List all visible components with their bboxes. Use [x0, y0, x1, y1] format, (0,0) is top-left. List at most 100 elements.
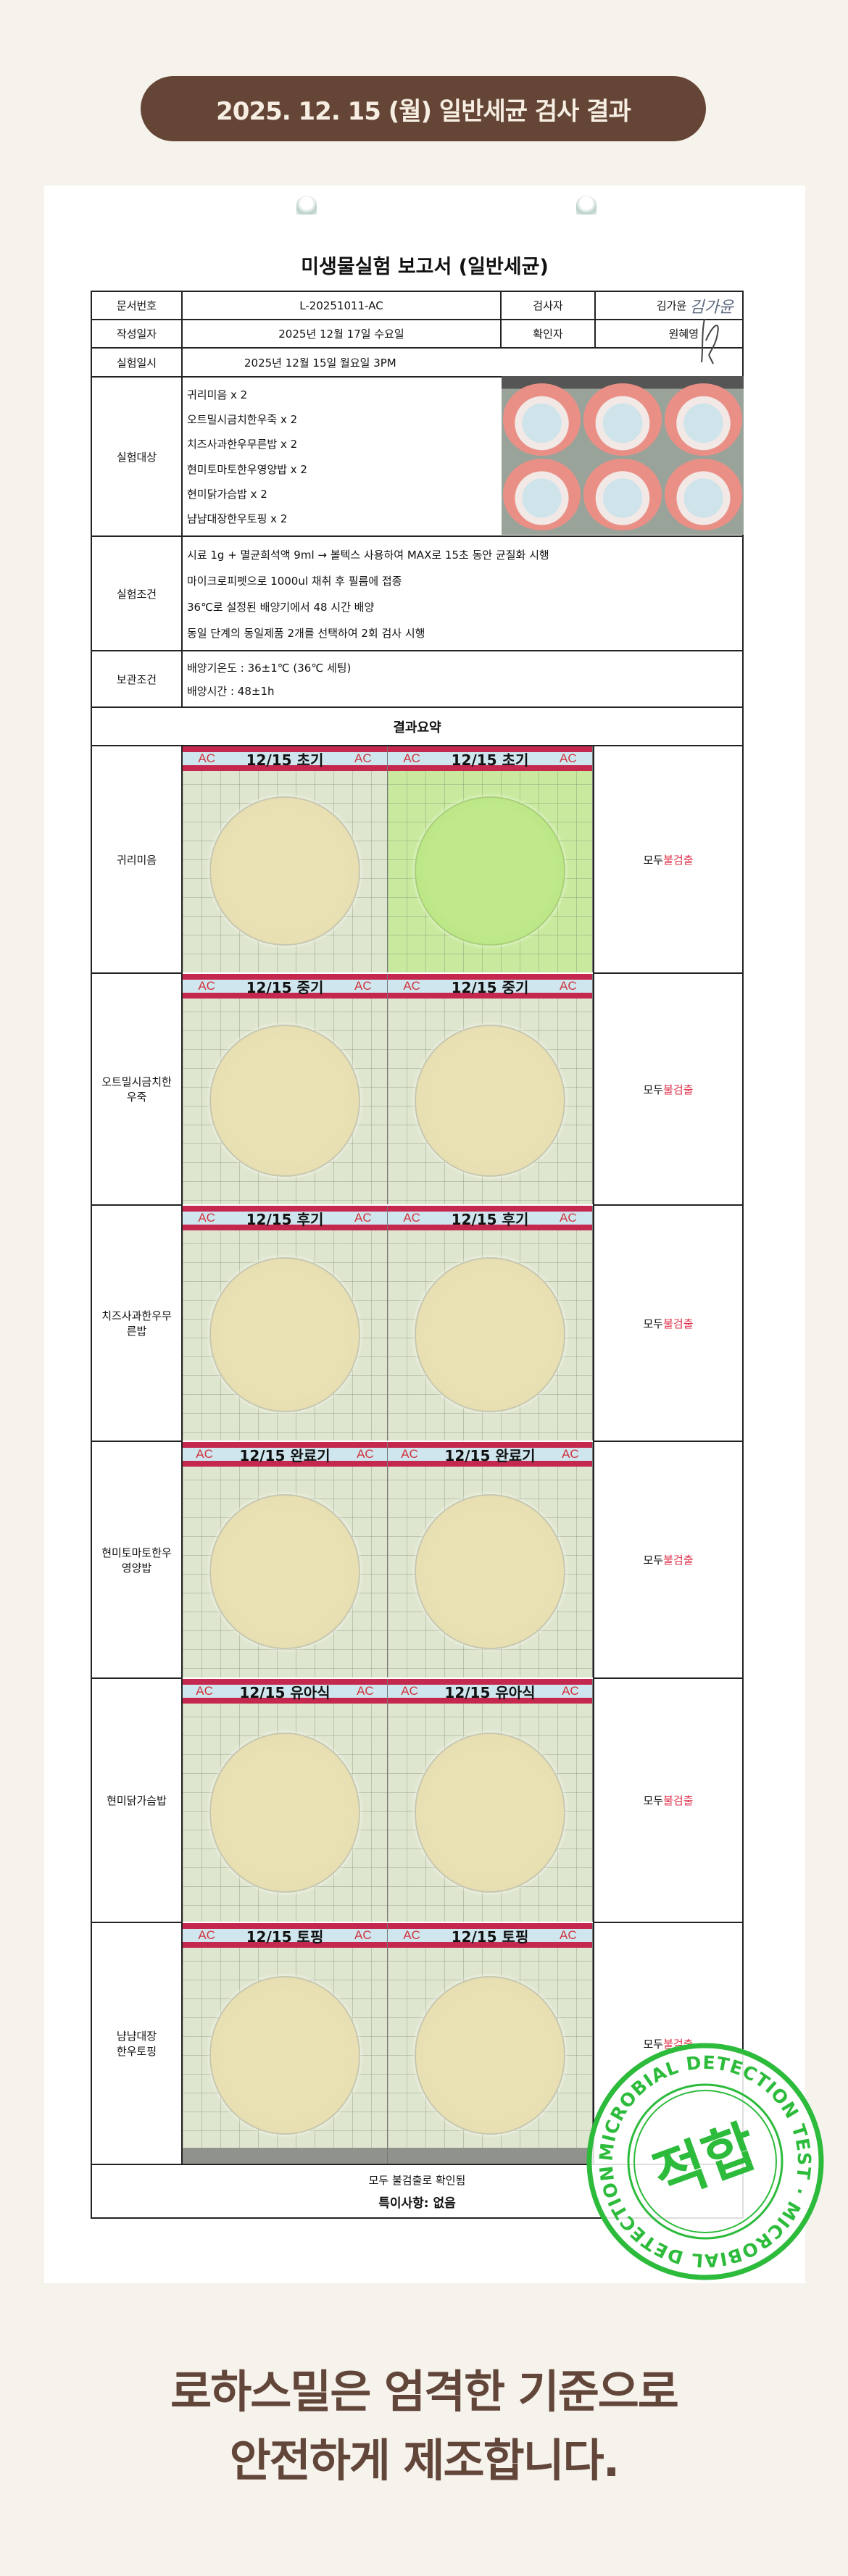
film-code: AC	[403, 1928, 420, 1942]
summary-title: 결과요약	[91, 706, 744, 746]
film-culture-area	[414, 1732, 566, 1893]
result-status: 불검출	[663, 1083, 694, 1096]
inspector-name: 김가윤	[656, 299, 687, 312]
film-handwritten-label: 12/15 토핑	[246, 1927, 324, 1946]
film-label-strip: AC 12/15 후기 AC	[388, 1206, 592, 1230]
written-date-value: 2025년 12월 17일 수요일	[181, 319, 502, 349]
film-base	[183, 2148, 387, 2164]
date-title-badge: 2025. 12. 15 (월) 일반세균 검사 결과	[141, 76, 706, 141]
result-status: 불검출	[663, 1554, 694, 1567]
film-label-strip: AC 12/15 유아식 AC	[183, 1679, 387, 1704]
punch-hole	[576, 196, 596, 214]
petri-film-photo: AC 12/15 유아식 AC	[388, 1679, 593, 1922]
confirmer-cell: 원혜영	[594, 319, 744, 349]
petri-film-photo: AC 12/15 유아식 AC	[183, 1679, 388, 1922]
film-code: AC	[196, 1447, 213, 1461]
subjects-label: 실험대상	[91, 376, 183, 537]
conclusion-text: 모두 불검출로 확인됨	[368, 2173, 466, 2187]
film-culture-area	[414, 1257, 566, 1413]
result-prefix: 모두	[643, 1794, 664, 1807]
film-code: AC	[401, 1447, 418, 1461]
result-prefix: 모두	[643, 2037, 664, 2051]
film-culture-area	[414, 1493, 566, 1649]
product-name: 냠냠대장 한우토핑	[91, 1922, 183, 2165]
petri-film-photo: AC 12/15 토핑 AC	[183, 1923, 388, 2164]
storage-label: 보관조건	[91, 650, 183, 708]
result-prefix: 모두	[643, 1317, 664, 1330]
petri-film-photo: AC 12/15 초기 AC	[183, 746, 388, 972]
subject-item: 현미닭가슴밥 x 2	[187, 487, 267, 501]
conditions-list: 시료 1g + 멸균희석액 9ml → 볼텍스 사용하여 MAX로 15초 동안…	[181, 535, 744, 651]
tagline-line-2: 안전하게 제조합니다.	[229, 2434, 620, 2487]
result-cell: 모두 불검출	[593, 1441, 744, 1679]
petri-film-photo: AC 12/15 후기 AC	[388, 1206, 593, 1441]
written-date-label: 작성일자	[91, 319, 183, 349]
storage-list: 배양기온도 : 36±1℃ (36℃ 세팅) 배양시간 : 48±1h	[181, 650, 744, 708]
film-culture-area	[414, 1024, 566, 1177]
film-culture-area	[209, 1493, 361, 1649]
film-culture-area	[414, 796, 566, 946]
condition-item: 동일 단계의 동일제품 2개를 선택하여 2회 검사 시행	[187, 626, 425, 640]
confirmer-name: 원혜영	[668, 328, 699, 341]
inspector-cell: 김가윤 김가윤	[594, 291, 744, 320]
condition-item: 36℃로 설정된 배양기에서 48 시간 배양	[187, 600, 375, 614]
film-handwritten-label: 12/15 중기	[451, 978, 529, 996]
result-cell: 모두 불검출	[593, 1204, 744, 1442]
inspector-signature: 김가윤	[689, 298, 733, 317]
punch-hole	[296, 196, 317, 214]
film-culture-area	[209, 1732, 361, 1893]
petri-film-photo: AC 12/15 중기 AC	[388, 974, 593, 1204]
inspector-label: 검사자	[500, 291, 596, 320]
subject-item: 귀리미음 x 2	[187, 388, 248, 401]
film-code: AC	[403, 1211, 420, 1225]
test-datetime-label: 실험일시	[91, 347, 183, 378]
film-code: AC	[403, 751, 420, 765]
special-note: 특이사항: 없음	[378, 2196, 456, 2211]
result-status: 불검출	[663, 1317, 694, 1330]
film-handwritten-label: 12/15 후기	[451, 1210, 529, 1228]
film-culture-area	[209, 1257, 361, 1413]
product-name: 현미닭가슴밥	[91, 1677, 183, 1923]
doc-no-label: 문서번호	[91, 291, 183, 320]
film-base	[388, 2148, 592, 2164]
result-prefix: 모두	[643, 1554, 664, 1567]
product-name: 귀리미음	[91, 745, 183, 974]
film-label-strip: AC 12/15 토핑 AC	[388, 1923, 592, 1948]
conditions-label: 실험조건	[91, 535, 183, 651]
confirmer-label: 확인자	[500, 319, 596, 349]
film-handwritten-label: 12/15 완료기	[444, 1446, 536, 1464]
subject-item: 냠냠대장한우토핑 x 2	[187, 512, 288, 526]
petri-film-photo: AC 12/15 후기 AC	[183, 1206, 388, 1441]
result-status: 불검출	[663, 1794, 694, 1807]
film-code: AC	[354, 1928, 372, 1942]
film-code: AC	[401, 1684, 418, 1698]
storage-item: 배양시간 : 48±1h	[187, 684, 275, 698]
film-label-strip: AC 12/15 중기 AC	[183, 974, 387, 999]
film-culture-area	[209, 796, 361, 946]
film-label-strip: AC 12/15 후기 AC	[183, 1206, 387, 1230]
film-code: AC	[357, 1684, 374, 1698]
film-label-strip: AC 12/15 완료기 AC	[388, 1442, 592, 1467]
petri-film-photo: AC 12/15 완료기 AC	[183, 1442, 388, 1677]
film-label-strip: AC 12/15 중기 AC	[388, 974, 592, 999]
result-status: 불검출	[663, 853, 694, 867]
film-culture-area	[209, 1976, 361, 2135]
film-code: AC	[198, 1928, 215, 1942]
result-prefix: 모두	[643, 853, 664, 867]
approval-stamp: MICROBIAL DETECTION TEST · MICROBIAL DET…	[586, 2042, 824, 2280]
subject-item: 치즈사과한우무른밥 x 2	[187, 438, 298, 451]
test-datetime-value: 2025년 12월 15일 월요일 3PM	[181, 347, 744, 378]
petri-film-photo: AC 12/15 완료기 AC	[388, 1442, 593, 1677]
film-code: AC	[560, 979, 577, 993]
film-handwritten-label: 12/15 초기	[451, 751, 529, 769]
film-code: AC	[354, 751, 372, 765]
film-code: AC	[560, 751, 577, 765]
confirmer-signature	[701, 318, 719, 364]
film-handwritten-label: 12/15 토핑	[451, 1927, 529, 1946]
film-label-strip: AC 12/15 초기 AC	[183, 746, 387, 771]
doc-no-value: L-20251011-AC	[181, 291, 502, 320]
product-name: 오트밀시금치한우죽	[91, 972, 183, 1206]
film-handwritten-label: 12/15 초기	[246, 751, 324, 769]
result-prefix: 모두	[643, 1083, 664, 1096]
storage-item: 배양기온도 : 36±1℃ (36℃ 세팅)	[187, 661, 352, 675]
